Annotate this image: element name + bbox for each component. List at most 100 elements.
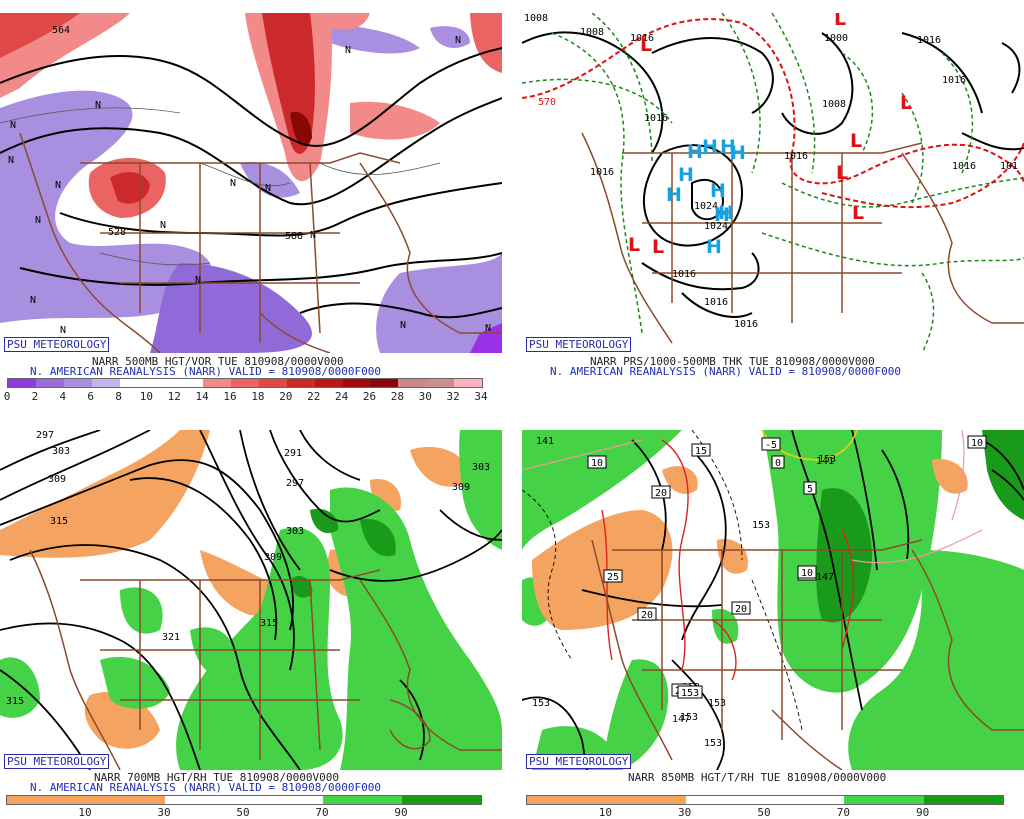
caption-line1: NARR 500MB HGT/VOR TUE 810908/0000V000 <box>92 355 344 368</box>
moist-area <box>0 657 40 718</box>
contour-label: 297 <box>36 430 54 441</box>
low-pressure-symbol: L <box>834 13 846 30</box>
isobar <box>901 32 983 114</box>
height-contour <box>299 302 502 319</box>
thickness-label: 570 <box>538 97 556 108</box>
min-symbol: N <box>95 100 101 111</box>
colorbar-tick-label: 90 <box>916 806 930 819</box>
colorbar-tick-label: 14 <box>195 390 209 403</box>
height-contour <box>199 430 295 671</box>
high-pressure-symbol: H <box>678 164 694 186</box>
colorbar-segment <box>35 379 64 387</box>
temperature-box-label: 153 <box>681 688 699 699</box>
contour-label: 303 <box>472 462 490 473</box>
colorbar-tick-label: 8 <box>115 390 122 403</box>
vorticity-low-area <box>376 253 502 353</box>
min-symbol: N <box>10 120 16 131</box>
min-symbol: N <box>345 45 351 56</box>
moist-area <box>310 508 339 534</box>
temperature-box-label: 10 <box>801 568 813 579</box>
temperature-box-label: 20 <box>655 488 667 499</box>
isobar <box>781 32 854 135</box>
height-contour <box>0 47 502 147</box>
colorbar-segment <box>147 379 176 387</box>
temperature-contour <box>951 430 965 521</box>
colorbar-tick-label: 4 <box>59 390 67 403</box>
caption-line2: N. AMERICAN REANALYSIS (NARR) VALID = 81… <box>30 781 381 794</box>
height-contour <box>399 679 425 761</box>
isobar-label: 1016 <box>672 269 696 280</box>
contour-label: 588 <box>285 231 303 242</box>
height-contour <box>851 430 878 571</box>
temperature-box <box>677 685 703 699</box>
thickness-line <box>551 32 643 334</box>
moist-area <box>120 587 163 634</box>
high-pressure-symbol: H <box>730 142 746 164</box>
colorbar-segment <box>91 379 120 387</box>
isobar <box>1001 42 1021 94</box>
panel-pressure-thickness: 1008 1008 1000 1016 1016 1016 1016 1016 … <box>522 13 1024 373</box>
colorbar-rh-850 <box>526 795 1004 805</box>
border <box>80 152 401 164</box>
isobar <box>522 31 664 154</box>
colorbar-segment <box>426 379 454 387</box>
low-pressure-symbol: L <box>852 202 864 224</box>
credit-badge: PSU METEOROLOGY <box>526 754 632 769</box>
colorbar-labels: 0 2 4 6 8 10 12 14 16 18 20 22 24 26 28 30 32 34 <box>4 390 488 403</box>
contour-label: 141 <box>536 436 554 447</box>
low-pressure-symbol: L <box>900 92 912 114</box>
colorbar-rh-700 <box>6 795 482 805</box>
moist-area <box>100 656 170 709</box>
thickness-line <box>901 92 924 204</box>
colorbar-segment <box>764 796 845 804</box>
isobar-label: 1016 <box>952 161 976 172</box>
moist-area <box>816 488 872 623</box>
temperature-box <box>603 569 623 583</box>
colorbar-tick-label: 32 <box>446 390 460 403</box>
moist-area <box>982 430 1024 520</box>
height-contour <box>522 696 588 770</box>
min-symbol: N <box>400 320 406 331</box>
height-contour <box>19 252 502 286</box>
colorbar-tick-label: 24 <box>334 390 349 403</box>
coastline <box>29 549 121 770</box>
colorbar-segment <box>454 379 482 387</box>
dry-area <box>532 510 673 630</box>
panel-500mb-vorticity: 564 528 588 N N N N N N N N N N N N N N … <box>0 13 502 373</box>
colorbar-segment <box>923 796 1003 804</box>
colorbar-segment <box>527 796 607 804</box>
coastline <box>389 699 431 750</box>
colorbar-tick-label: 10 <box>598 806 612 819</box>
colorbar-segment <box>606 796 686 804</box>
min-symbol: N <box>230 178 236 189</box>
min-symbol: N <box>30 295 36 306</box>
colorbar-tick-label: 6 <box>87 390 94 403</box>
border <box>309 579 321 751</box>
height-contour <box>269 430 381 523</box>
high-pressure-symbol: H <box>718 202 734 224</box>
contour-label: 528 <box>108 227 126 238</box>
panel-700mb-rh: 297 303 309 315 291 297 303 309 315 321 … <box>0 430 502 790</box>
min-symbol: N <box>60 325 66 336</box>
height-contour <box>439 509 502 541</box>
thickness-line <box>522 78 673 124</box>
border <box>309 162 321 334</box>
colorbar-segment <box>844 796 924 804</box>
temperature-box <box>771 455 785 469</box>
vorticity-high-area <box>290 111 312 146</box>
min-symbol: N <box>8 155 14 166</box>
caption-line2: N. AMERICAN REANALYSIS (NARR) VALID = 81… <box>30 365 381 378</box>
contour-label: 309 <box>264 552 282 563</box>
min-symbol: N <box>195 275 201 286</box>
colorbar-segment <box>7 796 86 804</box>
colorbar-tick-label: 16 <box>223 390 237 403</box>
colorbar-tick-label: 34 <box>474 390 488 403</box>
coastline <box>359 579 502 751</box>
colorbar-segment <box>258 379 287 387</box>
isobar-label: 1008 <box>524 13 548 24</box>
panel-850mb-t-rh: 141 153 153 153 147 153 141 147 153 153 … <box>522 430 1024 790</box>
colorbar-tick-label: 26 <box>362 390 377 403</box>
contour-label: 309 <box>452 482 470 493</box>
colorbar-tick-label: 70 <box>836 806 850 819</box>
